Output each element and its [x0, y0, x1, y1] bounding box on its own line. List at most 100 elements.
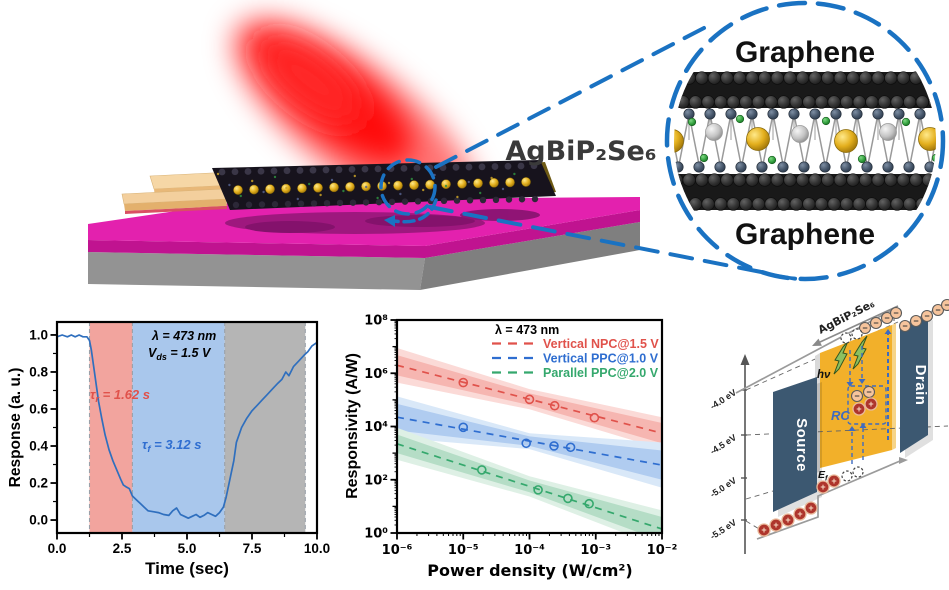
- electron-icon: [920, 309, 934, 323]
- minus-sign: −: [944, 300, 949, 310]
- legend-title: λ = 473 nm: [495, 323, 559, 337]
- material-arrow: [819, 305, 899, 343]
- carbon-atom: [770, 173, 785, 187]
- selenium-atom: [851, 108, 863, 120]
- carbon-atom: [858, 71, 873, 85]
- responsivity-x-axis-label: Power density (W/cm²): [427, 561, 632, 580]
- carbon-atom: [783, 71, 797, 85]
- crystal-structure-inset: [674, 71, 936, 211]
- flake-atom: [388, 198, 396, 206]
- tau-fall-annotation: τf = 3.12 s: [142, 437, 201, 455]
- flake-atom: [309, 166, 317, 174]
- plus-sign: +: [797, 509, 802, 519]
- carbon-atom: [751, 197, 766, 211]
- carbon-atom: [720, 71, 734, 85]
- energy-tick-label: -5.5 eV: [708, 517, 738, 541]
- ef-label: Ef: [818, 469, 829, 483]
- minus-sign: −: [924, 311, 929, 321]
- carbon-atom: [840, 95, 854, 109]
- carbon-atom: [739, 197, 753, 211]
- flake-atom: [531, 195, 539, 203]
- x-tick-label: 5.0: [178, 541, 197, 556]
- carbon-atom: [745, 71, 759, 85]
- rc-box: [847, 385, 887, 425]
- flake-speckle: [501, 187, 505, 191]
- bond-line: [674, 113, 680, 168]
- band-diagram-panel: -4.0 eV -4.5 eV -5.0 eV -5.5 eV Source Drai…: [708, 297, 949, 554]
- carbon-atom: [896, 173, 911, 187]
- data-point: [565, 442, 576, 453]
- carbon-atom: [795, 173, 810, 187]
- flake-speckle: [262, 190, 265, 194]
- flake-atom: [400, 164, 408, 172]
- flake-atom: [323, 199, 331, 207]
- flake-speckle: [399, 192, 402, 196]
- carbon-atom: [707, 173, 722, 187]
- carbon-atom: [852, 95, 866, 109]
- carbon-atom: [858, 173, 873, 187]
- arrowhead-icon: [858, 379, 866, 384]
- swirl-arrowhead-icon: [384, 215, 395, 227]
- selenium-atom: [819, 161, 831, 173]
- flake-atom: [284, 200, 292, 208]
- flake-gold-atom: [425, 179, 435, 190]
- data-point: [477, 465, 487, 475]
- flake-speckle: [422, 188, 425, 192]
- carbon-atom: [777, 95, 791, 109]
- plus-sign: +: [820, 482, 825, 492]
- flake-atom: [375, 198, 383, 206]
- data-point: [549, 441, 559, 451]
- flake-atom: [517, 162, 525, 170]
- flake-atom: [491, 163, 499, 170]
- flake-speckle: [353, 174, 356, 178]
- x-tick-label: 10⁻⁴: [514, 543, 545, 558]
- flake-atom: [361, 165, 369, 173]
- figure-element: = 3.12 s: [151, 437, 202, 452]
- carbon-atom: [701, 197, 715, 211]
- electron-icon: [862, 385, 876, 399]
- carbon-atom: [674, 197, 677, 211]
- flake-atom: [283, 167, 291, 175]
- figure-element: τ: [142, 437, 148, 452]
- bismuth-atom: [705, 123, 723, 141]
- carbon-atom: [852, 197, 866, 211]
- phosphorus-atom: [931, 153, 936, 163]
- bond-line: [866, 113, 879, 168]
- selenium-atom: [704, 108, 716, 120]
- legend-entry-label: Parallel PPC@2.0 V: [543, 366, 659, 380]
- flake-atom: [530, 162, 538, 170]
- flake-atom: [271, 201, 279, 208]
- figure-element: = 1.62 s: [99, 387, 150, 402]
- carbon-atom: [821, 71, 835, 85]
- selenium-atom: [788, 108, 800, 120]
- hole-icon: [852, 402, 866, 416]
- shaded-region: [224, 322, 306, 533]
- carbon-atom: [758, 173, 772, 187]
- flake-speckle: [308, 182, 311, 186]
- flake-gold-atom: [393, 180, 403, 191]
- y-tick-label: 10⁶: [364, 367, 388, 382]
- flake-gold-atom: [313, 182, 323, 193]
- electron-icon: [858, 321, 872, 335]
- flake-speckle: [387, 181, 391, 185]
- flake-atom: [362, 199, 370, 206]
- flake-atom: [270, 167, 278, 175]
- energy-tick-label: -4.5 eV: [708, 432, 738, 456]
- shaded-region: [89, 322, 133, 533]
- phosphorus-atom: [857, 154, 867, 164]
- electron-icon: [931, 303, 945, 317]
- carbon-atom: [732, 71, 747, 85]
- flake-gold-atom: [233, 185, 243, 195]
- carbon-atom: [827, 95, 841, 109]
- flake-gold-atom: [345, 182, 355, 192]
- carbon-atom: [714, 197, 728, 211]
- y-tick-label: 0.6: [29, 401, 48, 416]
- flake-speckle: [513, 172, 516, 176]
- selenium-atom: [840, 161, 852, 173]
- flake-speckle: [456, 195, 459, 199]
- flake-speckle: [444, 184, 448, 188]
- carbon-atom: [789, 197, 803, 211]
- flake-speckle: [467, 180, 470, 184]
- carbon-atom: [732, 173, 747, 187]
- flake-speckle: [285, 186, 288, 190]
